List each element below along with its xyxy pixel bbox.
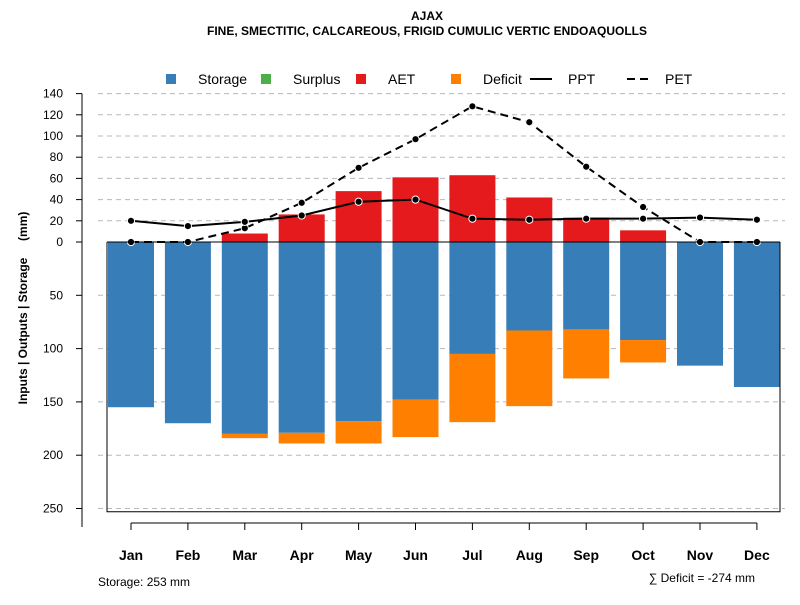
ppt-point [297, 211, 306, 220]
series-lines [126, 102, 762, 247]
x-tick-label: Jul [462, 547, 482, 563]
storage-bar [733, 242, 780, 387]
legend-label-pet: PET [665, 71, 693, 87]
legend-swatch-storage [166, 74, 176, 84]
y-tick-label: 20 [50, 214, 64, 228]
pet-point [411, 135, 420, 144]
ppt-point [525, 215, 534, 224]
y-tick-label: 140 [43, 87, 63, 101]
storage-bar [221, 242, 268, 434]
storage-bar [335, 242, 382, 422]
storage-bar [449, 242, 496, 354]
chart-subtitle: FINE, SMECTITIC, CALCAREOUS, FRIGID CUMU… [207, 24, 647, 38]
y-tick-label: 60 [50, 171, 64, 185]
y-tick-label: 100 [43, 342, 63, 356]
pet-point [525, 118, 534, 127]
pet-point [297, 198, 306, 207]
legend-label-surplus: Surplus [293, 71, 340, 87]
ppt-point [183, 222, 192, 231]
storage-bar [392, 242, 439, 400]
storage-frame [106, 242, 781, 513]
storage-bar [563, 242, 610, 330]
y-tick-label: 120 [43, 108, 63, 122]
axes: 0 20 40 60 80 100 120 140 50 100 150 200 250 Jan Feb Ma… [43, 87, 781, 563]
deficit-bar [620, 340, 667, 363]
deficit-footer: ∑ Deficit = -274 mm [649, 571, 755, 585]
legend-label-ppt: PPT [568, 71, 596, 87]
y-tick-label: 200 [43, 448, 63, 462]
gridlines [98, 93, 785, 509]
x-tick-label: Nov [687, 547, 714, 563]
ppt-point [639, 214, 648, 223]
x-tick-label: May [345, 547, 372, 563]
legend-swatch-surplus [261, 74, 271, 84]
pet-point [639, 202, 648, 212]
y-tick-label: 100 [43, 129, 63, 143]
ppt-point [411, 195, 420, 204]
y-tick-label: 40 [50, 193, 64, 207]
legend: Storage Surplus AET Deficit PPT PET [166, 71, 693, 87]
storage-bar [108, 242, 154, 408]
x-tick-label: Apr [290, 547, 315, 563]
ppt-point [126, 216, 136, 225]
deficit-bar [221, 433, 268, 439]
ppt-point [468, 214, 477, 223]
storage-bar [164, 242, 211, 424]
pet-point [354, 163, 363, 172]
aet-bar [392, 177, 439, 242]
storage-bar [278, 242, 325, 433]
y-tick-label: 50 [50, 288, 64, 302]
x-tick-label: Sep [573, 547, 599, 563]
pet-point [582, 162, 591, 171]
deficit-bar [278, 432, 325, 444]
ppt-point [354, 197, 363, 206]
pet-line [131, 105, 757, 243]
x-tick-label: Feb [175, 547, 200, 563]
ppt-point [752, 215, 762, 224]
ppt-point [695, 213, 705, 222]
x-tick-label: Jan [119, 547, 143, 563]
storage-bar [620, 242, 667, 341]
x-tick-label: Oct [631, 547, 655, 563]
chart-title: AJAX [411, 9, 443, 23]
y-tick-label: 80 [50, 150, 64, 164]
storage-bar [677, 242, 723, 366]
y-tick-label: 0 [56, 235, 63, 249]
legend-label-aet: AET [388, 71, 416, 87]
legend-swatch-deficit [451, 74, 461, 84]
ppt-point [582, 214, 591, 223]
aet-bar [620, 230, 667, 242]
legend-label-storage: Storage [198, 71, 247, 87]
aet-bar [449, 175, 496, 242]
x-tick-label: Mar [232, 547, 257, 563]
deficit-bar [392, 399, 439, 438]
y-tick-label: 250 [43, 502, 63, 516]
deficit-bar [563, 329, 610, 379]
deficit-bar [506, 330, 553, 407]
x-tick-label: Jun [403, 547, 428, 563]
y-axis-label: Inputs | Outputs | Storage (mm) [16, 212, 30, 405]
pet-point [468, 102, 477, 111]
aet-bar [221, 233, 268, 242]
deficit-bar [335, 421, 382, 444]
storage-bar [506, 242, 553, 331]
deficit-bar [449, 353, 496, 423]
bars [108, 175, 780, 444]
x-tick-label: Dec [744, 547, 770, 563]
x-tick-label: Aug [516, 547, 543, 563]
legend-swatch-aet [356, 74, 366, 84]
storage-footer: Storage: 253 mm [98, 575, 190, 589]
ppt-point [240, 217, 249, 226]
legend-label-deficit: Deficit [483, 71, 522, 87]
y-tick-label: 150 [43, 395, 63, 409]
ppt-line [130, 198, 757, 228]
